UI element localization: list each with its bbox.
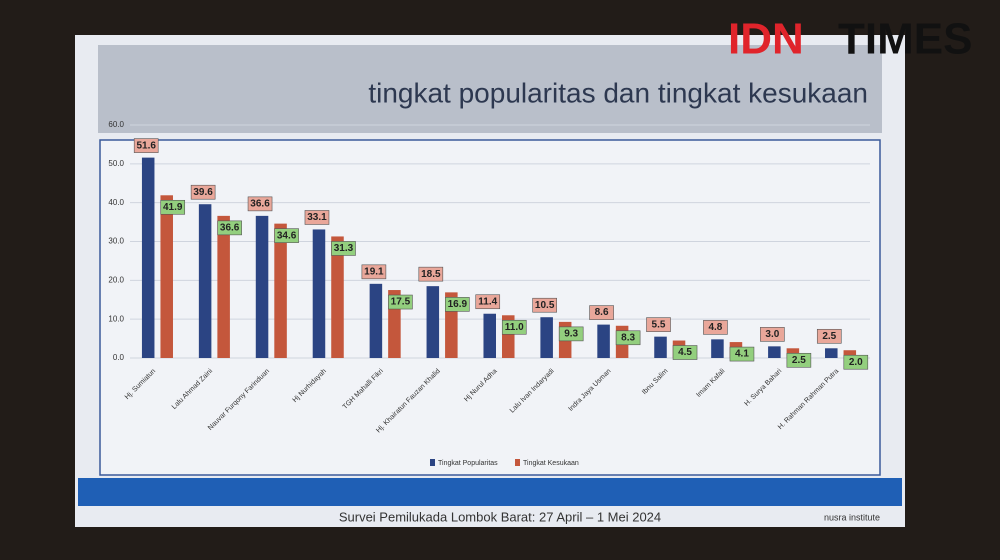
value-label-box bbox=[615, 330, 641, 346]
bar bbox=[160, 195, 173, 358]
y-tick-label: 50.0 bbox=[108, 159, 124, 168]
value-label: 9.3 bbox=[564, 329, 578, 340]
bar bbox=[843, 350, 857, 358]
legend-label: Tingkat Kesukaan bbox=[523, 460, 579, 467]
legend-swatch bbox=[430, 459, 435, 466]
value-label: 33.1 bbox=[307, 212, 327, 223]
value-label: 41.9 bbox=[163, 202, 183, 213]
value-label: 19.1 bbox=[364, 266, 384, 277]
value-label: 34.6 bbox=[277, 230, 297, 241]
value-label: 51.6 bbox=[136, 140, 156, 151]
y-tick-label: 60.0 bbox=[108, 120, 124, 129]
value-label: 2.0 bbox=[849, 357, 863, 368]
bar bbox=[654, 336, 667, 358]
value-label-box bbox=[501, 319, 527, 335]
value-label: 11.4 bbox=[478, 296, 497, 307]
bar bbox=[711, 339, 724, 358]
bar bbox=[141, 157, 155, 358]
value-label-box bbox=[304, 210, 330, 225]
value-label: 4.1 bbox=[735, 349, 749, 360]
footer-stripe bbox=[78, 478, 902, 506]
bar bbox=[540, 317, 553, 358]
value-label-box bbox=[133, 138, 159, 153]
bar bbox=[331, 236, 344, 358]
value-label: 18.5 bbox=[421, 269, 441, 280]
value-label: 11.0 bbox=[505, 322, 524, 333]
bar bbox=[198, 204, 212, 358]
value-label: 4.5 bbox=[678, 347, 692, 358]
bar bbox=[825, 348, 838, 358]
bar bbox=[483, 313, 496, 358]
value-label-box bbox=[589, 305, 614, 320]
legend-swatch bbox=[515, 459, 520, 466]
value-label-box bbox=[475, 294, 501, 310]
value-label-box bbox=[786, 352, 812, 368]
value-label-box bbox=[388, 294, 413, 310]
bar bbox=[768, 346, 781, 358]
y-tick-label: 10.0 bbox=[108, 314, 124, 323]
value-label-box bbox=[418, 266, 444, 282]
y-tick-label: 30.0 bbox=[108, 237, 124, 246]
y-tick-label: 20.0 bbox=[108, 275, 124, 284]
value-label: 36.6 bbox=[220, 223, 240, 234]
title-bar bbox=[98, 45, 882, 133]
value-label-box bbox=[729, 346, 755, 362]
value-label-box bbox=[445, 297, 470, 312]
value-label: 8.6 bbox=[595, 307, 609, 318]
value-label: 31.3 bbox=[334, 243, 354, 254]
value-label: 2.5 bbox=[822, 331, 836, 342]
brand-times: TIMES bbox=[838, 15, 972, 64]
footer-text: Survei Pemilukada Lombok Barat: 27 April… bbox=[339, 509, 661, 524]
legend-label: Tingkat Popularitas bbox=[438, 460, 498, 467]
bar bbox=[426, 286, 440, 358]
value-label: 8.3 bbox=[621, 332, 635, 343]
value-label: 5.5 bbox=[652, 319, 666, 330]
value-label-box bbox=[274, 228, 299, 243]
y-tick-label: 40.0 bbox=[108, 198, 124, 207]
chart-frame bbox=[99, 139, 881, 476]
value-label: 4.8 bbox=[708, 322, 722, 333]
value-label-box bbox=[672, 345, 698, 360]
bar bbox=[312, 229, 326, 358]
value-label: 3.0 bbox=[765, 329, 779, 340]
value-label-box bbox=[160, 199, 186, 215]
chart-title: tingkat popularitas dan tingkat kesukaan bbox=[368, 77, 868, 108]
value-label-box bbox=[331, 241, 356, 256]
bar bbox=[274, 223, 287, 358]
bar bbox=[255, 215, 269, 358]
value-label-box bbox=[217, 220, 242, 236]
value-label-box bbox=[760, 327, 785, 342]
value-label-box bbox=[703, 320, 728, 335]
value-label-box bbox=[361, 264, 387, 280]
value-label-box bbox=[843, 354, 869, 370]
value-label-box bbox=[816, 328, 842, 344]
value-label-box bbox=[247, 196, 273, 212]
value-label-box bbox=[558, 326, 584, 342]
value-label: 10.5 bbox=[535, 300, 555, 311]
value-label-box bbox=[532, 297, 557, 313]
value-label: 36.6 bbox=[250, 199, 270, 210]
value-label-box bbox=[646, 317, 671, 332]
value-label: 17.5 bbox=[391, 297, 411, 308]
footer-source: nusra institute bbox=[824, 512, 880, 522]
y-tick-label: 0.0 bbox=[113, 353, 125, 362]
bar bbox=[217, 215, 230, 358]
value-label: 16.9 bbox=[448, 299, 468, 310]
value-label: 2.5 bbox=[792, 355, 806, 366]
bar bbox=[369, 283, 383, 358]
brand-idn: IDN bbox=[728, 15, 804, 64]
value-label-box bbox=[190, 184, 216, 200]
value-label: 39.6 bbox=[193, 187, 213, 198]
bar bbox=[597, 324, 610, 358]
